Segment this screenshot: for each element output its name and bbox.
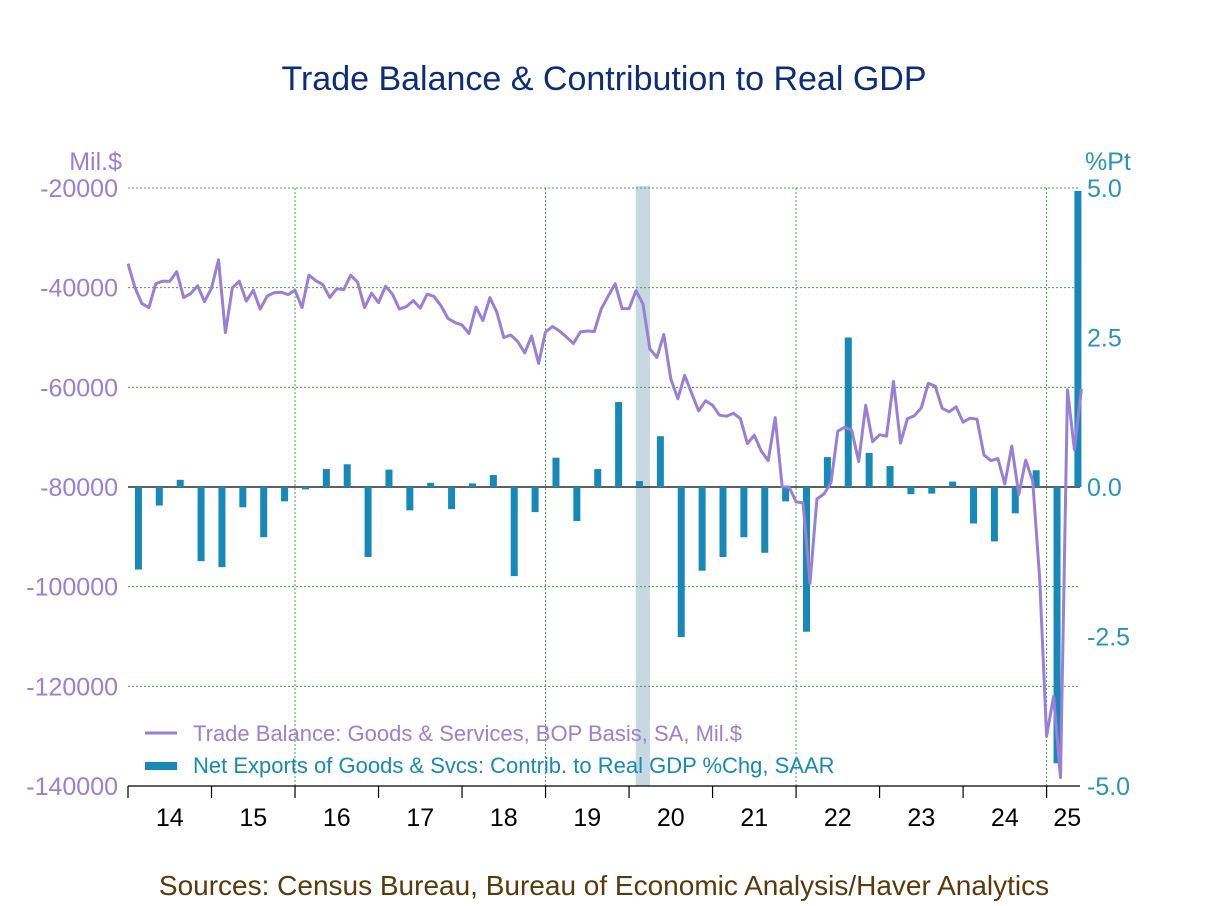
net-exports-bar bbox=[677, 487, 685, 638]
trade-balance-line bbox=[126, 258, 1083, 779]
x-tick-label: 24 bbox=[991, 804, 1019, 832]
right-tick-label: 5.0 bbox=[1087, 175, 1122, 203]
net-exports-bar bbox=[782, 487, 790, 502]
x-tick-label: 25 bbox=[1053, 804, 1081, 832]
left-axis-unit: Mil.$ bbox=[69, 148, 122, 176]
right-tick-label: -2.5 bbox=[1087, 624, 1130, 652]
net-exports-bar bbox=[865, 452, 873, 487]
x-tick-label: 16 bbox=[323, 804, 351, 832]
net-exports-bar bbox=[552, 457, 560, 487]
right-axis-labels: 5.0 2.5 0.0 -2.5 -5.0 bbox=[1087, 175, 1130, 801]
x-tick-label: 23 bbox=[907, 804, 935, 832]
net-exports-bar bbox=[740, 487, 748, 538]
net-exports-bar bbox=[573, 487, 581, 522]
left-axis-labels: -20000 -40000 -60000 -80000 -100000 -120000 -1… bbox=[26, 175, 118, 801]
net-exports-bar bbox=[1053, 487, 1061, 764]
left-tick-label: -120000 bbox=[26, 673, 118, 701]
net-exports-bar bbox=[239, 487, 247, 508]
x-tick-label: 15 bbox=[239, 804, 267, 832]
left-tick-label: -40000 bbox=[40, 275, 118, 303]
net-exports-bar bbox=[260, 487, 268, 538]
net-exports-bar bbox=[719, 487, 727, 557]
net-exports-bar bbox=[928, 487, 936, 494]
net-exports-bar bbox=[615, 402, 623, 487]
net-exports-bar bbox=[510, 487, 518, 577]
source-note: Sources: Census Bureau, Bureau of Econom… bbox=[159, 870, 1049, 901]
left-tick-label: -80000 bbox=[40, 474, 118, 502]
x-axis-labels: 14 15 16 17 18 19 20 21 22 23 24 25 bbox=[156, 804, 1081, 832]
left-tick-label: -100000 bbox=[26, 574, 118, 602]
right-axis-unit: %Pt bbox=[1085, 148, 1131, 176]
net-exports-bar bbox=[197, 487, 205, 562]
left-tick-label: -60000 bbox=[40, 374, 118, 402]
x-tick-label: 14 bbox=[156, 804, 184, 832]
net-exports-bar bbox=[1011, 487, 1019, 514]
net-exports-bar bbox=[844, 337, 852, 487]
right-tick-label: 2.5 bbox=[1087, 325, 1122, 353]
net-exports-bar bbox=[427, 482, 435, 487]
x-tick-label: 18 bbox=[490, 804, 518, 832]
net-exports-bar bbox=[886, 466, 894, 487]
net-exports-bar bbox=[907, 487, 915, 495]
right-tick-label: -5.0 bbox=[1087, 773, 1130, 801]
net-exports-bar bbox=[970, 487, 978, 524]
left-tick-label: -140000 bbox=[26, 773, 118, 801]
net-exports-bar bbox=[698, 487, 706, 571]
right-tick-label: 0.0 bbox=[1087, 474, 1122, 502]
net-exports-bar bbox=[155, 487, 163, 506]
net-exports-bar bbox=[656, 436, 664, 487]
net-exports-bar bbox=[489, 475, 497, 487]
net-exports-bar bbox=[134, 487, 142, 570]
x-tick-label: 19 bbox=[573, 804, 601, 832]
net-exports-bar bbox=[823, 457, 831, 487]
net-exports-bar bbox=[1032, 470, 1040, 487]
net-exports-bar bbox=[218, 487, 226, 568]
legend-label-trade-balance: Trade Balance: Goods & Services, BOP Bas… bbox=[193, 721, 742, 746]
x-tick-label: 21 bbox=[740, 804, 768, 832]
net-exports-bar bbox=[343, 464, 351, 487]
net-exports-bar bbox=[364, 487, 372, 557]
left-tick-label: -20000 bbox=[40, 175, 118, 203]
net-exports-bar bbox=[531, 487, 539, 513]
net-exports-bar bbox=[761, 487, 769, 553]
legend-label-net-exports: Net Exports of Goods & Svcs: Contrib. to… bbox=[193, 753, 835, 778]
x-tick-label: 17 bbox=[406, 804, 434, 832]
net-exports-bar bbox=[468, 483, 476, 487]
chart-title: Trade Balance & Contribution to Real GDP bbox=[281, 60, 926, 98]
net-exports-bar bbox=[281, 487, 289, 502]
net-exports-bars bbox=[134, 190, 1082, 764]
x-axis-ticks bbox=[127, 786, 1048, 798]
net-exports-bar bbox=[990, 487, 998, 542]
net-exports-bar bbox=[949, 481, 957, 487]
net-exports-bar bbox=[385, 469, 393, 487]
net-exports-bar bbox=[594, 469, 602, 487]
net-exports-bar bbox=[635, 481, 643, 487]
net-exports-bar bbox=[448, 487, 456, 510]
x-tick-label: 22 bbox=[824, 804, 852, 832]
net-exports-bar bbox=[176, 479, 184, 487]
net-exports-bar bbox=[322, 469, 330, 487]
x-tick-label: 20 bbox=[657, 804, 685, 832]
legend: Trade Balance: Goods & Services, BOP Bas… bbox=[145, 721, 835, 778]
net-exports-bar bbox=[301, 487, 309, 490]
legend-bar-swatch bbox=[145, 762, 177, 770]
net-exports-bar bbox=[1074, 190, 1082, 488]
net-exports-bar bbox=[406, 487, 414, 511]
